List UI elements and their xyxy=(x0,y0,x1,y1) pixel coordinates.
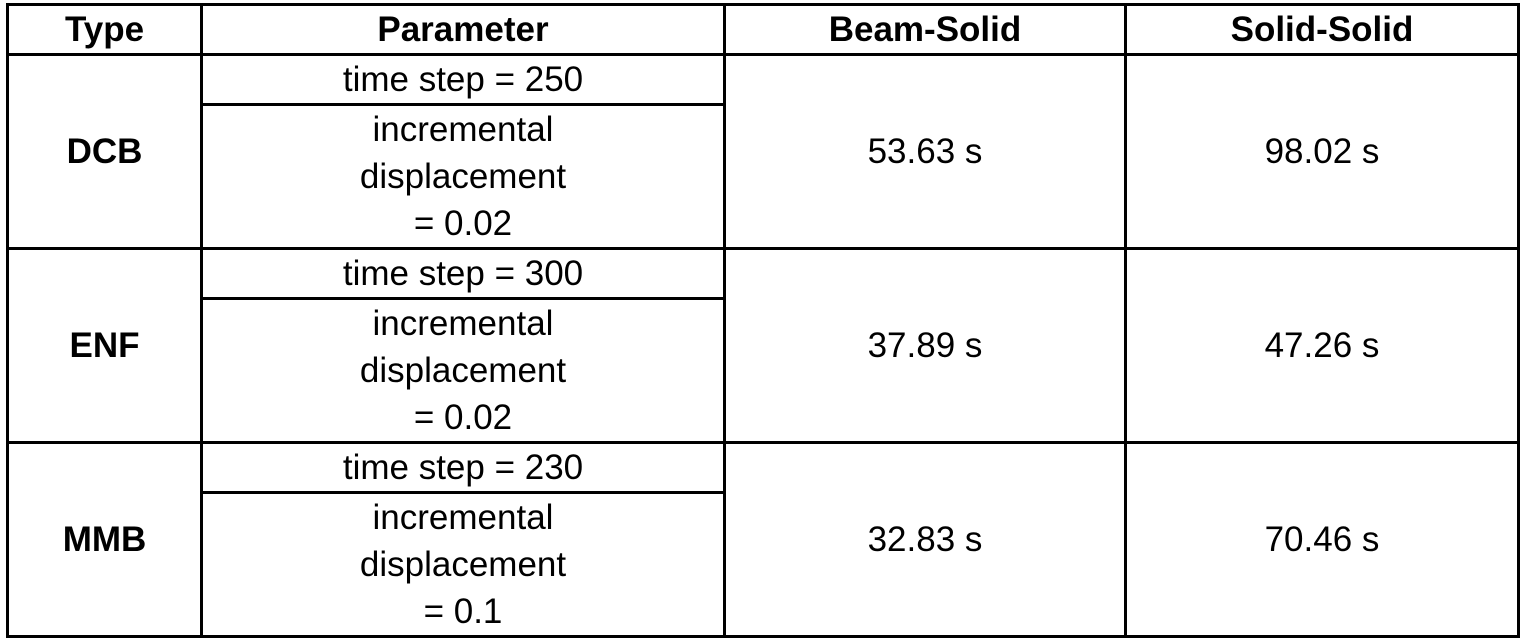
type-cell: ENF xyxy=(6,247,203,444)
beam-solid-cell: 32.83 s xyxy=(723,441,1127,638)
param-line: incremental xyxy=(372,110,554,149)
header-parameter: Parameter xyxy=(200,3,726,56)
table-row: MMB time step = 230 32.83 s 70.46 s xyxy=(6,441,1520,638)
param-line: incremental xyxy=(372,304,554,343)
solid-solid-cell: 47.26 s xyxy=(1124,247,1520,444)
table-header: Type Parameter Beam-Solid Solid-Solid xyxy=(6,3,1520,56)
type-cell: DCB xyxy=(6,53,203,250)
beam-solid-cell: 37.89 s xyxy=(723,247,1127,444)
time-step-cell: time step = 230 xyxy=(200,441,726,494)
param-line: = 0.02 xyxy=(413,398,513,437)
solid-solid-cell: 98.02 s xyxy=(1124,53,1520,250)
incremental-displacement-cell: incremental displacement = 0.1 xyxy=(200,491,726,638)
header-beam-solid: Beam-Solid xyxy=(723,3,1127,56)
table-row: ENF time step = 300 37.89 s 47.26 s xyxy=(6,247,1520,444)
param-line: incremental xyxy=(372,498,554,537)
header-solid-solid: Solid-Solid xyxy=(1124,3,1520,56)
table-body: DCB time step = 250 53.63 s 98.02 s incr… xyxy=(6,53,1520,638)
table-subrow: incremental displacement = 0.02 xyxy=(8,297,1519,444)
param-line: displacement xyxy=(359,351,567,390)
header-type: Type xyxy=(6,3,203,56)
results-table: Type Parameter Beam-Solid Solid-Solid DC… xyxy=(6,3,1520,638)
solid-solid-cell: 70.46 s xyxy=(1124,441,1520,638)
time-step-cell: time step = 300 xyxy=(200,247,726,300)
incremental-displacement-cell: incremental displacement = 0.02 xyxy=(200,297,726,444)
table-subrow: incremental displacement = 0.1 xyxy=(8,491,1519,638)
param-line: displacement xyxy=(359,545,567,584)
param-line: = 0.02 xyxy=(413,204,513,243)
incremental-displacement-cell: incremental displacement = 0.02 xyxy=(200,103,726,250)
table-row: DCB time step = 250 53.63 s 98.02 s xyxy=(6,53,1520,250)
type-cell: MMB xyxy=(6,441,203,638)
table-subrow: incremental displacement = 0.02 xyxy=(8,103,1519,250)
header-row: Type Parameter Beam-Solid Solid-Solid xyxy=(6,3,1520,56)
param-line: = 0.1 xyxy=(423,592,503,631)
beam-solid-cell: 53.63 s xyxy=(723,53,1127,250)
time-step-cell: time step = 250 xyxy=(200,53,726,106)
param-line: displacement xyxy=(359,157,567,196)
